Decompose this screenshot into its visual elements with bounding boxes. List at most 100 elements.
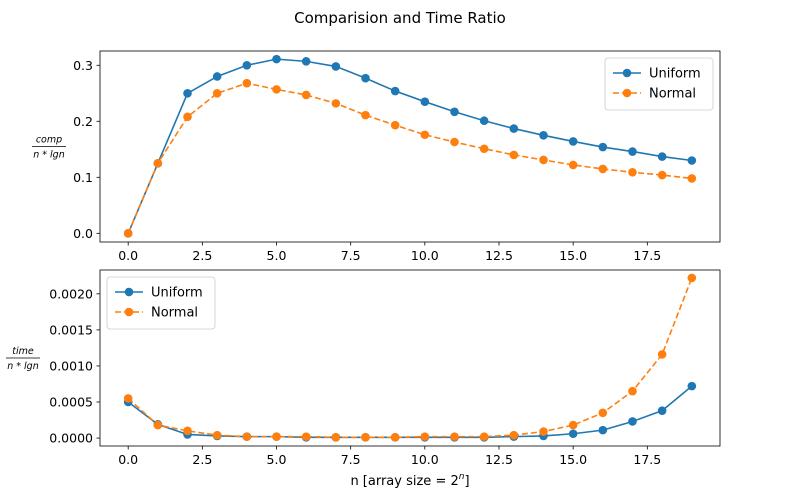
data-point-uniform (361, 73, 370, 83)
y-tick-label: 0.1 (73, 170, 93, 185)
y-tick-label: 0.0005 (49, 395, 93, 410)
series-line-normal (127, 82, 692, 234)
data-point-normal (420, 432, 430, 441)
x-tick-label: 0.0 (118, 452, 138, 467)
data-point-normal (479, 144, 489, 154)
x-tick-label: 2.5 (192, 248, 212, 263)
data-point-uniform (301, 57, 311, 66)
x-axis-label: n [array size = 2n] (350, 472, 469, 489)
x-tick-label: 7.5 (341, 452, 361, 467)
data-point-normal (509, 430, 519, 440)
x-tick-label: 7.5 (341, 248, 361, 263)
data-point-normal (272, 432, 281, 441)
data-point-normal (509, 150, 519, 160)
legend-box (106, 276, 216, 330)
data-point-normal (657, 350, 667, 359)
data-point-normal (390, 120, 400, 130)
x-tick-label: 15.0 (559, 248, 587, 263)
y-label-denominator: n * lgn (7, 361, 39, 372)
data-point-normal (212, 430, 222, 440)
y-tick-label: 0.0010 (49, 358, 93, 373)
legend-label-uniform: Uniform (151, 286, 203, 301)
data-point-normal (361, 110, 370, 120)
x-tick-label: 15.0 (559, 452, 587, 467)
data-point-normal (153, 159, 163, 168)
data-point-normal (212, 88, 222, 98)
y-tick-label: 0.3 (73, 58, 93, 73)
data-point-uniform (509, 124, 519, 133)
data-point-uniform (598, 142, 608, 152)
data-point-normal (301, 90, 311, 100)
legend-marker-normal (124, 307, 134, 317)
series-line-normal (127, 277, 693, 439)
data-point-normal (657, 170, 667, 180)
x-tick-label: 12.5 (485, 452, 513, 467)
data-point-normal (390, 433, 400, 442)
data-point-normal (628, 386, 637, 396)
x-tick-label: 5.0 (267, 452, 287, 467)
data-point-normal (687, 174, 697, 183)
x-tick-label: 10.0 (411, 248, 439, 263)
data-point-normal (479, 432, 489, 441)
x-tick-label: 0.0 (118, 248, 138, 263)
data-point-uniform (331, 62, 341, 71)
data-point-normal (272, 85, 281, 94)
data-point-uniform (568, 429, 578, 439)
data-point-normal (242, 432, 252, 441)
y-tick-label: 0.0020 (49, 286, 93, 301)
legend-label-uniform: Uniform (649, 67, 701, 82)
x-tick-label: 5.0 (267, 248, 287, 263)
comparison-ratio-panel: 0.0 2.5 5.0 7.5 10.0 12.5 15.0 17.5 0.0 0.1 0.2 0.3… (32, 50, 721, 263)
data-point-uniform (450, 107, 459, 117)
data-point-normal (450, 432, 459, 441)
data-point-uniform (628, 417, 637, 426)
legend: Uniform Normal (106, 276, 216, 330)
data-point-uniform (657, 152, 667, 161)
legend-label-normal: Normal (649, 87, 696, 102)
y-tick-label: 0.0 (73, 226, 93, 241)
data-point-uniform (628, 147, 637, 156)
data-point-normal (687, 273, 697, 283)
data-point-uniform (687, 381, 697, 391)
data-point-normal (123, 394, 133, 403)
data-point-uniform (568, 137, 578, 146)
x-tick-label: 12.5 (485, 248, 513, 263)
legend-marker-normal (622, 88, 632, 98)
data-point-normal (420, 130, 430, 140)
y-tick-label: 0.0015 (49, 322, 93, 337)
legend-box (604, 57, 714, 111)
series-normal (123, 78, 697, 238)
data-point-normal (598, 164, 608, 174)
plot-area (99, 269, 721, 447)
data-point-uniform (420, 97, 430, 106)
legend: Uniform Normal (604, 57, 714, 111)
data-point-normal (183, 426, 192, 436)
x-tick-label: 10.0 (411, 452, 439, 467)
y-label-numerator: comp (36, 135, 62, 146)
data-point-normal (361, 433, 370, 442)
data-point-uniform (272, 54, 281, 64)
figure-title: Comparision and Time Ratio (294, 9, 506, 27)
y-label-denominator: n * lgn (33, 150, 65, 161)
data-point-normal (331, 433, 341, 442)
data-point-uniform (242, 60, 252, 70)
legend-marker-uniform (124, 287, 134, 297)
time-ratio-panel: 0.0 2.5 5.0 7.5 10.0 12.5 15.0 17.5 0.0000 0.0005… (6, 269, 721, 489)
x-tick-label: 17.5 (633, 452, 661, 467)
legend-marker-uniform (622, 68, 632, 78)
data-point-normal (628, 167, 637, 177)
data-point-uniform (539, 130, 548, 140)
data-point-normal (539, 427, 548, 436)
data-point-normal (183, 112, 192, 122)
x-tick-label: 17.5 (633, 248, 661, 263)
y-label-numerator: time (12, 346, 34, 357)
data-point-uniform (390, 86, 400, 96)
data-point-normal (242, 78, 252, 88)
data-point-normal (123, 229, 133, 238)
series-line-uniform (127, 58, 692, 234)
y-tick-label: 0.0000 (49, 431, 93, 446)
data-point-uniform (479, 116, 489, 126)
data-point-normal (539, 155, 548, 165)
legend-label-normal: Normal (151, 306, 198, 321)
